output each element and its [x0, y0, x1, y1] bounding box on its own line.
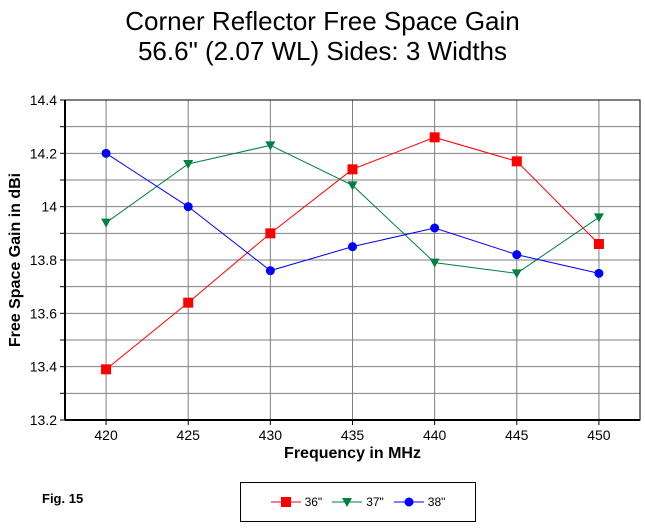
x-tick-label: 430 — [259, 427, 283, 443]
data-point-0-5 — [511, 156, 522, 167]
data-point-0-4 — [429, 132, 440, 143]
legend-swatch — [270, 497, 301, 507]
data-point-0-0 — [101, 364, 112, 375]
legend-marker — [342, 498, 353, 507]
legend-swatch — [393, 497, 424, 507]
data-point-0-1 — [183, 297, 194, 308]
figure-label: Fig. 15 — [42, 491, 84, 506]
data-point-2-0 — [101, 148, 111, 158]
data-point-1-1 — [183, 160, 194, 169]
x-tick-label: 445 — [505, 427, 529, 443]
data-point-2-6 — [594, 268, 604, 278]
data-point-1-0 — [101, 218, 112, 228]
x-tick-label: 425 — [177, 427, 201, 443]
legend-label: 38" — [427, 495, 446, 509]
x-tick-label: 435 — [341, 427, 365, 443]
data-point-2-5 — [512, 250, 522, 260]
x-tick-label: 440 — [423, 427, 447, 443]
legend-marker — [280, 497, 291, 507]
data-point-0-2 — [265, 228, 276, 239]
legend-label: 37" — [366, 495, 384, 509]
y-tick-label: 13.8 — [30, 252, 57, 268]
x-tick-label: 450 — [587, 427, 611, 443]
y-tick-label: 13.2 — [30, 412, 57, 428]
legend-swatch — [332, 498, 363, 507]
chart-subtitle: 56.6" (2.07 WL) Sides: 3 Widths — [137, 36, 508, 66]
data-point-0-6 — [593, 239, 604, 249]
legend-marker — [404, 497, 414, 507]
data-point-1-6 — [593, 213, 604, 223]
x-tick-label: 420 — [94, 427, 118, 443]
y-axis-label: Free Space Gain in dBi — [7, 173, 24, 347]
y-tick-label: 14 — [41, 199, 57, 215]
data-point-1-3 — [347, 181, 358, 191]
data-point-2-3 — [348, 242, 357, 252]
data-point-1-5 — [511, 269, 522, 279]
data-point-1-4 — [429, 258, 440, 268]
data-point-2-2 — [265, 266, 275, 276]
y-tick-label: 14.2 — [30, 145, 57, 161]
x-axis-label: Frequency in MHz — [284, 445, 421, 462]
data-point-2-1 — [183, 202, 193, 212]
data-point-0-3 — [347, 164, 358, 175]
legend-item: 38" — [393, 495, 446, 509]
y-tick-label: 13.6 — [30, 305, 57, 321]
data-point-2-4 — [430, 223, 440, 233]
legend-item: 36" — [270, 495, 323, 509]
y-tick-label: 14.4 — [30, 92, 57, 108]
legend: 36" 37" 38" — [240, 482, 476, 522]
chart-title: Corner Reflector Free Space Gain — [125, 6, 520, 36]
y-tick-label: 13.4 — [30, 359, 57, 375]
legend-label: 36" — [304, 495, 323, 509]
data-point-1-2 — [265, 141, 276, 151]
legend-item: 37" — [332, 495, 384, 509]
